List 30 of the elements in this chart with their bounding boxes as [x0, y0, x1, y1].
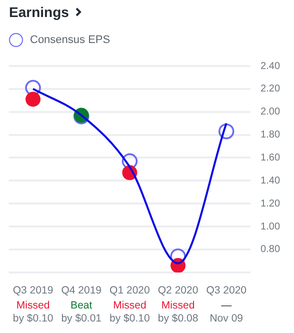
- y-tick-label: 1.00: [260, 221, 280, 232]
- y-tick-label: 1.80: [260, 130, 280, 141]
- y-tick-label: 1.60: [260, 152, 280, 164]
- point: [122, 153, 138, 170]
- legend-label: Consensus EPS: [30, 34, 110, 46]
- x-tick-label: Q1 2020: [110, 284, 150, 297]
- text: Missed: [16, 299, 50, 312]
- text: Missed: [161, 299, 195, 312]
- point: [218, 123, 234, 140]
- x-tick-label: Q4 2019: [61, 284, 102, 297]
- y-tick-label: 1.20: [260, 198, 280, 210]
- y-tick-label: 2.20: [260, 84, 280, 95]
- text: Missed: [113, 299, 146, 312]
- x-tick-label: Q3 2019: [12, 284, 54, 297]
- y-tick-label: 1.40: [260, 175, 280, 186]
- y-tick-label: 0.80: [260, 244, 280, 256]
- text: Beat: [70, 299, 92, 312]
- text: —: [221, 299, 232, 312]
- chart-title: Earnings: [9, 4, 69, 20]
- text: by $0.10: [110, 312, 150, 324]
- point: [26, 92, 41, 107]
- point: [25, 80, 41, 96]
- y-tick-label: 2.40: [260, 60, 280, 72]
- text: by $0.10: [12, 312, 54, 324]
- x-tick-label: Q3 2020: [206, 284, 247, 297]
- text: Nov 09: [210, 312, 244, 324]
- text: by $0.01: [61, 312, 102, 324]
- y-tick-label: 2.00: [260, 106, 280, 118]
- text: by $0.08: [158, 312, 198, 324]
- x-tick-label: Q2 2020: [158, 284, 198, 297]
